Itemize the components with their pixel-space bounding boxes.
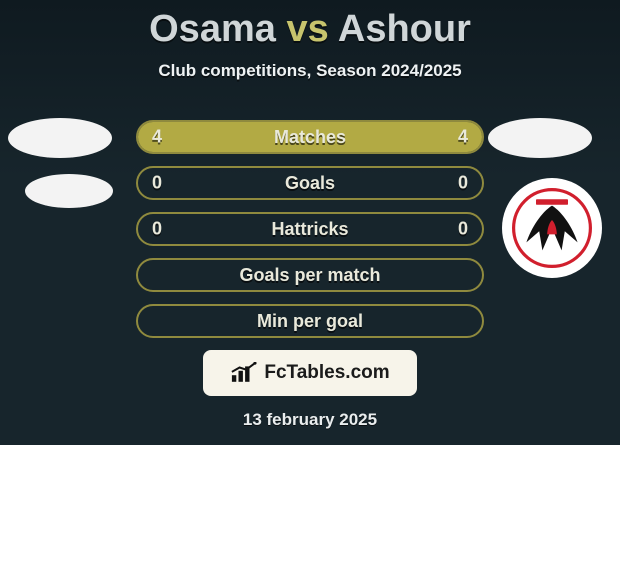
stat-label: Hattricks bbox=[271, 219, 348, 240]
stat-row: 0 0 Hattricks bbox=[136, 212, 484, 246]
stat-label: Goals per match bbox=[239, 265, 380, 286]
stat-value-left: 0 bbox=[152, 219, 162, 240]
card-date: 13 february 2025 bbox=[0, 410, 620, 430]
stat-row: 0 0 Goals bbox=[136, 166, 484, 200]
stat-label: Matches bbox=[274, 127, 346, 148]
vs-separator: vs bbox=[286, 8, 328, 50]
bar-chart-icon bbox=[230, 362, 258, 384]
stat-row: Min per goal bbox=[136, 304, 484, 338]
source-badge[interactable]: FcTables.com bbox=[203, 350, 417, 396]
stat-row: Goals per match bbox=[136, 258, 484, 292]
avatar-placeholder-left-1 bbox=[8, 118, 112, 158]
stat-value-left: 4 bbox=[152, 127, 162, 148]
stat-value-right: 4 bbox=[458, 127, 468, 148]
card-subtitle: Club competitions, Season 2024/2025 bbox=[0, 61, 620, 81]
al-ahly-crest-icon bbox=[512, 188, 592, 268]
player-right-name: Ashour bbox=[338, 8, 471, 50]
stat-label: Goals bbox=[285, 173, 335, 194]
source-badge-text: FcTables.com bbox=[264, 362, 389, 384]
avatar-placeholder-right-1 bbox=[488, 118, 592, 158]
stat-value-right: 0 bbox=[458, 219, 468, 240]
club-crest-right bbox=[502, 178, 602, 278]
stat-value-right: 0 bbox=[458, 173, 468, 194]
comparison-card: Osama vs Ashour Club competitions, Seaso… bbox=[0, 0, 620, 445]
stat-row: 4 4 Matches bbox=[136, 120, 484, 154]
avatar-placeholder-left-2 bbox=[25, 174, 113, 208]
stat-value-left: 0 bbox=[152, 173, 162, 194]
stat-label: Min per goal bbox=[257, 311, 363, 332]
card-title: Osama vs Ashour bbox=[0, 0, 620, 51]
player-left-name: Osama bbox=[149, 8, 276, 50]
stat-rows: 4 4 Matches 0 0 Goals 0 0 Hattricks Goals per mat… bbox=[136, 120, 484, 350]
